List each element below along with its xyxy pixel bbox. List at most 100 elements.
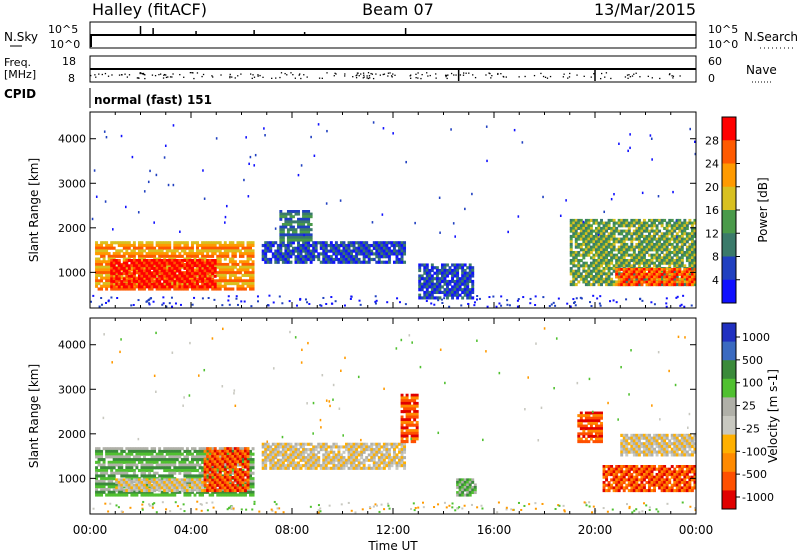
power-cell (266, 246, 270, 250)
velocity-cell (141, 503, 144, 506)
power-cell (582, 229, 586, 233)
power-cell (365, 246, 369, 250)
velocity-cell (433, 506, 436, 509)
power-cell (589, 218, 593, 222)
velocity-cell (253, 503, 256, 506)
power-cell (221, 246, 225, 250)
power-cell (173, 268, 177, 272)
power-cell (135, 246, 139, 250)
velocity-cell (137, 452, 141, 456)
power-cell (238, 241, 242, 245)
nave-point (659, 77, 661, 80)
power-cell (597, 261, 601, 265)
nave-point (562, 76, 565, 78)
velocity-cell (201, 474, 205, 478)
velocity-cell (168, 463, 172, 467)
power-cell (675, 218, 679, 222)
power-cell (637, 240, 641, 244)
velocity-cell (497, 501, 500, 504)
power-cell (610, 232, 614, 236)
velocity-cell (132, 463, 136, 467)
velocity-cell (122, 449, 126, 454)
velocity-cell (173, 493, 177, 497)
nave-point (344, 73, 346, 75)
power-cell (110, 246, 114, 250)
power-cell (216, 241, 220, 245)
power-cell (600, 261, 603, 265)
power-cell (663, 218, 667, 222)
velocity-cell (191, 460, 194, 464)
velocity-cell (165, 483, 169, 487)
power-cell (100, 254, 104, 258)
power-cell (160, 243, 164, 248)
power-cell (294, 255, 298, 259)
power-cell (675, 267, 679, 271)
velocity-cell (183, 463, 187, 467)
power-cell (433, 290, 437, 295)
power-cell (231, 268, 235, 272)
velocity-cell (135, 452, 139, 456)
velocity-cell (218, 455, 222, 459)
power-cell (170, 254, 174, 258)
power-cell (135, 261, 139, 265)
power-cell (663, 234, 667, 239)
power-cell (188, 264, 192, 268)
velocity-cell (233, 490, 237, 494)
power-cell (466, 285, 470, 289)
velocity-cell (413, 509, 416, 512)
power-cell (281, 243, 285, 248)
velocity-cell (160, 458, 164, 462)
nave-point (465, 72, 467, 74)
nave-point (141, 72, 143, 75)
power-cell (153, 274, 157, 278)
nave-point (303, 74, 305, 76)
power-cell (203, 266, 207, 270)
velocity-cell (137, 478, 141, 482)
power-cell (650, 270, 654, 274)
velocity-cell (185, 452, 189, 456)
power-cell (279, 228, 283, 232)
power-cell (635, 275, 639, 279)
power-cell (683, 273, 687, 276)
power-cell (653, 267, 656, 271)
power-cell (569, 272, 573, 276)
power-cell (148, 272, 151, 276)
power-cell (105, 246, 109, 250)
power-cell (620, 273, 624, 276)
power-cell (678, 240, 682, 244)
power-cell (286, 255, 290, 259)
power-cell (584, 253, 588, 257)
velocity-cell (155, 486, 159, 490)
power-cell (456, 288, 460, 292)
power-cell (143, 249, 146, 253)
power-cell (620, 224, 624, 228)
power-cell (610, 248, 614, 252)
nave-point (257, 75, 259, 77)
power-cell (243, 178, 245, 182)
velocity-cell (160, 452, 164, 456)
power-cell (632, 224, 636, 228)
power-cell (226, 252, 230, 256)
nave-point (363, 76, 365, 78)
power-cell (342, 241, 346, 245)
velocity-cell (163, 458, 167, 462)
velocity-cell (258, 510, 261, 513)
power-cell (302, 220, 306, 224)
nave-point (171, 76, 173, 78)
power-cell (345, 243, 348, 248)
power-cell (131, 155, 134, 159)
power-cell (443, 290, 447, 295)
power-cell (382, 241, 386, 245)
velocity-cell (173, 455, 177, 459)
cpid-label: CPID (4, 87, 36, 101)
power-cell (423, 296, 427, 300)
velocity-cell (140, 493, 144, 497)
y-tick-label: 3000 (58, 177, 86, 190)
power-cell (642, 261, 646, 265)
nsky-tick-top: 10^5 (48, 23, 78, 36)
velocity-cell (115, 452, 119, 456)
power-cell (160, 282, 164, 286)
velocity-cell (100, 485, 104, 489)
power-cell (125, 243, 129, 248)
power-cell (468, 290, 472, 295)
